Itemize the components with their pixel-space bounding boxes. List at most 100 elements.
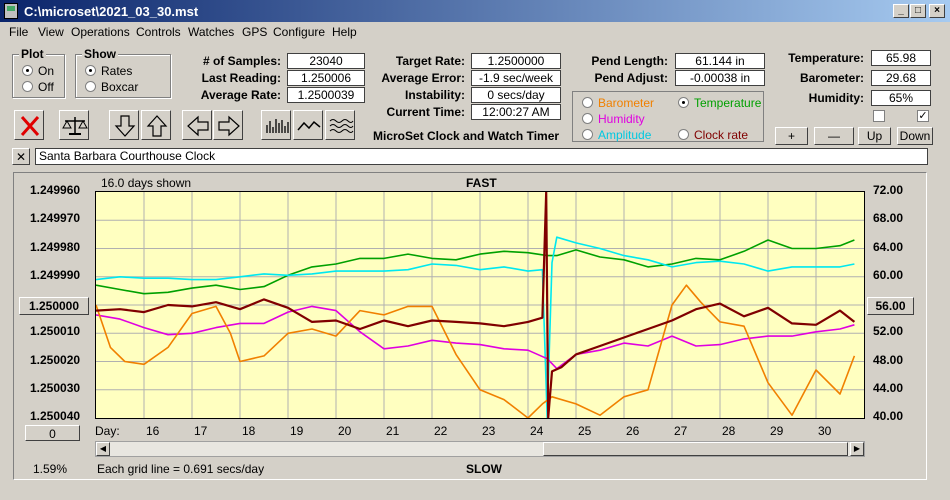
maximize-button[interactable]: □ xyxy=(910,4,926,18)
x-axis-tick-label: 16 xyxy=(146,424,160,438)
arrow-right-icon xyxy=(218,115,240,137)
zero-button[interactable]: 0 xyxy=(25,425,80,441)
wave-view-button[interactable] xyxy=(325,110,355,140)
radio-icon xyxy=(22,81,33,92)
increase-button[interactable]: + xyxy=(775,127,808,145)
left-axis-tick-label: 1.250030 xyxy=(30,380,81,395)
scroll-thumb[interactable] xyxy=(543,442,848,456)
day-prefix: Day: xyxy=(95,424,120,438)
temperature-radio[interactable]: Temperature xyxy=(678,96,761,110)
radio-icon xyxy=(678,129,689,140)
chart-svg xyxy=(95,190,864,420)
stop-button[interactable] xyxy=(14,110,44,140)
temperature-label: Temperature: xyxy=(788,51,864,65)
line-view-button[interactable] xyxy=(293,110,323,140)
arrow-down-icon xyxy=(114,115,136,137)
series-line-clock-rate xyxy=(95,190,856,420)
amplitude-radio[interactable]: Amplitude xyxy=(582,128,651,142)
radio-icon xyxy=(85,81,96,92)
right-axis-tick-label: 40.00 xyxy=(873,409,904,423)
env-checkbox-1[interactable] xyxy=(873,110,885,122)
right-axis-tick-label: 64.00 xyxy=(873,239,904,254)
plot-area[interactable] xyxy=(95,190,865,420)
x-axis-tick-label: 23 xyxy=(482,424,496,438)
clock-name-field[interactable]: Santa Barbara Courthouse Clock xyxy=(35,148,928,165)
fast-label: FAST xyxy=(466,176,497,190)
horizontal-scrollbar[interactable]: ◀ ▶ xyxy=(95,441,865,457)
average-error-label: Average Error: xyxy=(381,71,465,85)
up-button[interactable]: Up xyxy=(858,127,891,145)
down-arrow-button[interactable] xyxy=(109,110,139,140)
x-axis-tick-label: 17 xyxy=(194,424,208,438)
percent-label: 1.59% xyxy=(33,462,68,476)
average-error-field: -1.9 sec/week xyxy=(471,70,561,86)
balance-button[interactable] xyxy=(59,110,89,140)
bar-chart-icon xyxy=(266,119,289,133)
line-chart-icon xyxy=(297,120,321,131)
clear-clock-name-button[interactable]: ✕ xyxy=(12,148,30,165)
x-axis-tick-label: 20 xyxy=(338,424,352,438)
right-axis-tick-label: 48.00 xyxy=(873,352,904,367)
slow-label: SLOW xyxy=(466,462,502,476)
right-axis-tick-label: 52.00 xyxy=(873,324,904,339)
scroll-right-arrow-icon[interactable]: ▶ xyxy=(850,442,864,456)
plot-on-radio[interactable]: On xyxy=(22,64,54,78)
right-axis-tick-label: 68.00 xyxy=(873,211,904,226)
menu-watches[interactable]: Watches xyxy=(188,25,235,39)
x-axis-tick-label: 18 xyxy=(242,424,256,438)
x-axis-tick-label: 21 xyxy=(386,424,400,438)
up-arrow-button[interactable] xyxy=(141,110,171,140)
balance-scale-icon xyxy=(62,117,88,135)
target-rate-field[interactable]: 1.2500000 xyxy=(471,53,561,69)
series-line-temperature xyxy=(95,239,855,295)
humidity-label: Humidity: xyxy=(808,91,864,105)
current-time-label: Current Time: xyxy=(386,105,465,119)
pend-adjust-label: Pend Adjust: xyxy=(594,71,668,85)
instability-label: Instability: xyxy=(404,88,465,102)
samples-field: 23040 xyxy=(287,53,365,69)
menu-file[interactable]: File xyxy=(9,25,29,39)
bars-view-button[interactable] xyxy=(261,110,291,140)
menu-configure[interactable]: Configure xyxy=(273,25,326,39)
plot-off-radio[interactable]: Off xyxy=(22,80,54,94)
x-axis-tick-label: 19 xyxy=(290,424,304,438)
pend-length-label: Pend Length: xyxy=(591,54,668,68)
menu-operations[interactable]: Operations xyxy=(71,25,130,39)
x-axis-tick-label: 28 xyxy=(722,424,736,438)
arrow-up-icon xyxy=(146,115,168,137)
window-title: C:\microset\2021_03_30.mst xyxy=(24,4,199,19)
env-checkbox-2[interactable]: ✓ xyxy=(917,110,929,122)
wave-icon xyxy=(329,119,354,133)
right-arrow-button[interactable] xyxy=(213,110,243,140)
menu-view[interactable]: View xyxy=(38,25,64,39)
show-boxcar-radio[interactable]: Boxcar xyxy=(85,80,138,94)
humidity-field: 65% xyxy=(871,90,931,106)
close-window-button[interactable]: × xyxy=(929,4,945,18)
radio-icon xyxy=(582,113,593,124)
app-icon[interactable] xyxy=(4,3,18,19)
x-axis-tick-label: 30 xyxy=(818,424,832,438)
humidity-radio[interactable]: Humidity xyxy=(582,112,645,126)
temperature-field: 65.98 xyxy=(871,50,931,66)
app-name: MicroSet Clock and Watch Timer xyxy=(373,129,560,143)
decrease-button[interactable]: — xyxy=(814,127,854,145)
barometer-field: 29.68 xyxy=(871,70,931,86)
menu-controls[interactable]: Controls xyxy=(136,25,181,39)
pend-length-field[interactable]: 61.144 in xyxy=(675,53,765,69)
clock-rate-radio[interactable]: Clock rate xyxy=(678,128,748,142)
x-axis-tick-label: 29 xyxy=(770,424,784,438)
x-axis-tick-label: 27 xyxy=(674,424,688,438)
menu-help[interactable]: Help xyxy=(332,25,357,39)
last-reading-label: Last Reading: xyxy=(201,71,281,85)
barometer-radio[interactable]: Barometer xyxy=(582,96,654,110)
minimize-button[interactable]: _ xyxy=(893,4,909,18)
series-line-humidity xyxy=(95,305,855,370)
down-button[interactable]: Down xyxy=(897,127,933,145)
left-axis-center-button[interactable]: 1.250000 xyxy=(19,297,89,315)
scroll-left-arrow-icon[interactable]: ◀ xyxy=(96,442,110,456)
left-arrow-button[interactable] xyxy=(182,110,212,140)
menu-gps[interactable]: GPS xyxy=(242,25,268,39)
show-group: Show xyxy=(75,47,171,98)
right-axis-center-button[interactable]: 56.00 xyxy=(867,297,914,315)
show-rates-radio[interactable]: Rates xyxy=(85,64,132,78)
